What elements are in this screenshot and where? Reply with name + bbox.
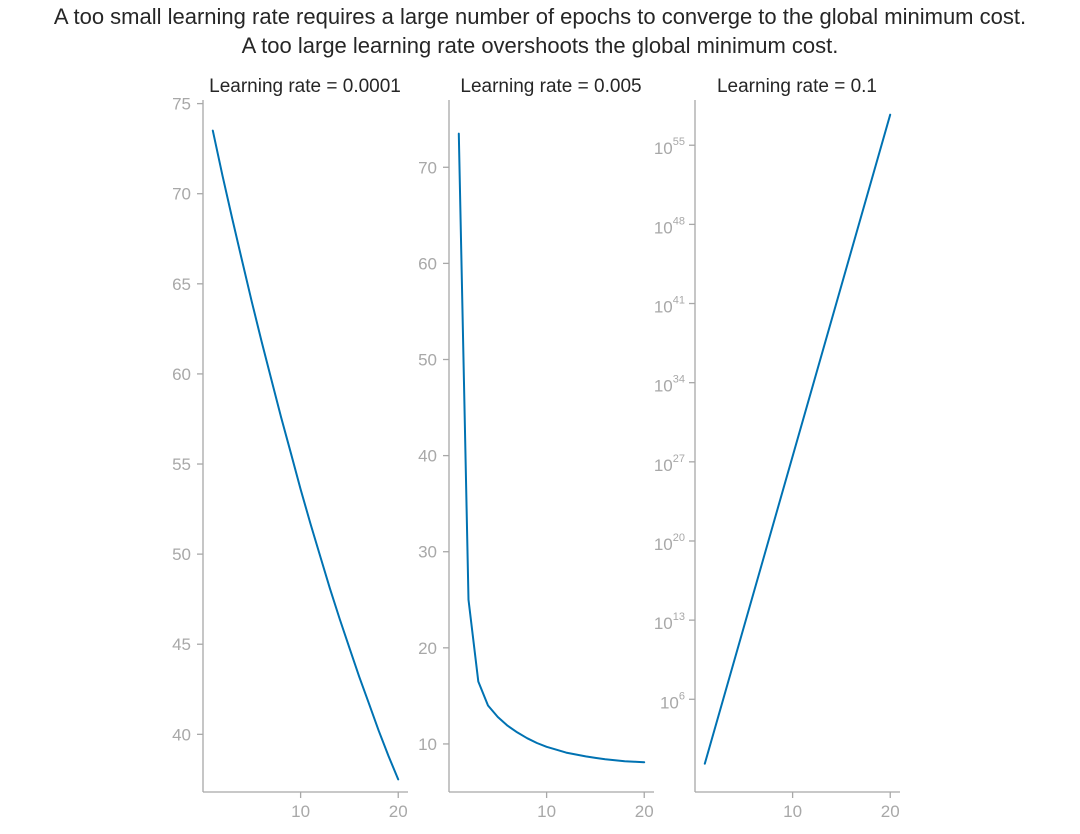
y-tick-label: 40	[418, 447, 437, 466]
y-tick-label: 65	[172, 275, 191, 294]
subplot-lr-0.1: Learning rate = 0.110 2010610131020102710…	[654, 76, 900, 821]
cost-series-line	[211, 129, 400, 781]
y-tick-label: 50	[418, 351, 437, 370]
x-tick-label: 20	[389, 802, 408, 821]
y-tick-label: 30	[418, 543, 437, 562]
y-tick-label: 1041	[654, 295, 685, 317]
y-tick-label: 1020	[654, 532, 685, 554]
y-tick-label: 1048	[654, 215, 685, 237]
y-tick-label: 75	[172, 95, 191, 114]
y-tick-label: 10	[418, 735, 437, 754]
cost-series-line	[457, 132, 646, 764]
y-tick-label: 45	[172, 635, 191, 654]
y-tick-label: 1034	[654, 374, 685, 396]
x-tick-label: 10	[537, 802, 556, 821]
y-tick-label: 1055	[654, 136, 685, 158]
panel-title: Learning rate = 0.0001	[209, 76, 401, 97]
x-tick-label: 20	[881, 802, 900, 821]
y-tick-label: 1027	[654, 453, 685, 475]
y-tick-label: 1013	[654, 611, 685, 633]
y-tick-label: 55	[172, 455, 191, 474]
cost-series-line	[703, 113, 892, 765]
y-tick-label: 20	[418, 639, 437, 658]
subplot-lr-0.0001: Learning rate = 0.0001 10 20 40 45 50 55 60 65 70…	[172, 76, 408, 821]
y-tick-label: 70	[172, 185, 191, 204]
y-tick-label: 40	[172, 725, 191, 744]
suptitle-line-2: A too large learning rate overshoots the…	[241, 33, 839, 58]
figure-suptitle: A too small learning rate requires a lar…	[0, 2, 1080, 60]
y-tick-label: 60	[418, 254, 437, 273]
subplot-lr-0.005: Learning rate = 0.005 10 20 10 20 30 40 50 60 70	[418, 76, 654, 821]
x-tick-label: 20	[635, 802, 654, 821]
y-tick-label: 50	[172, 545, 191, 564]
panel-title: Learning rate = 0.005	[460, 76, 641, 97]
panel-title: Learning rate = 0.1	[717, 76, 877, 97]
x-tick-label: 10	[291, 802, 310, 821]
y-tick-label: 106	[660, 690, 685, 712]
y-tick-label: 70	[418, 158, 437, 177]
x-tick-label: 10	[783, 802, 802, 821]
suptitle-line-1: A too small learning rate requires a lar…	[53, 4, 1027, 29]
y-tick-label: 60	[172, 365, 191, 384]
